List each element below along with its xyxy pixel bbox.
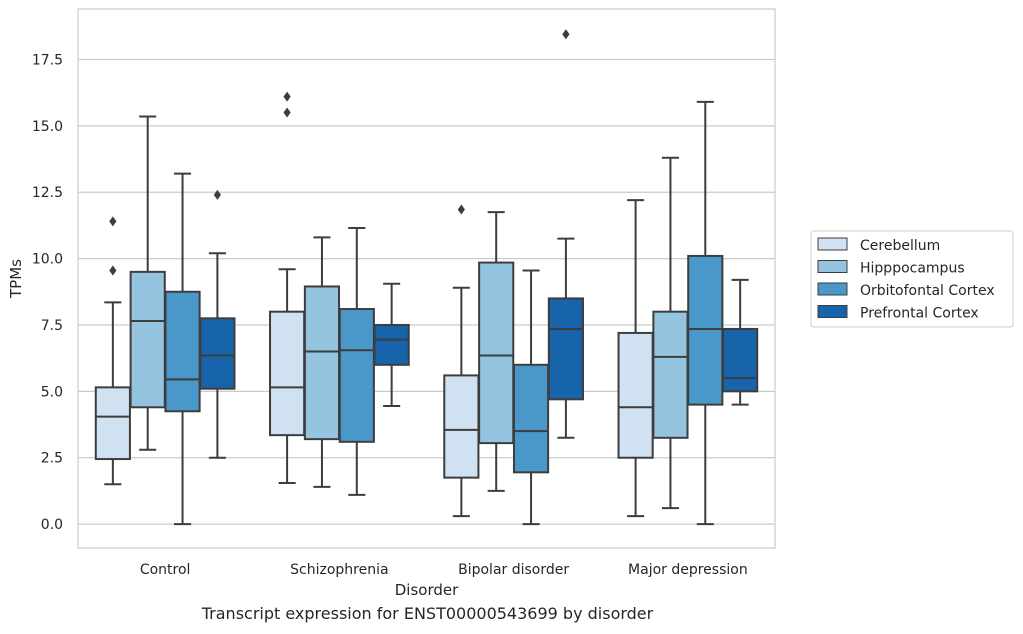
legend: Cerebellum Hipppocampus Orbitofontal Corte… [810,230,1014,328]
box-iqr [512,363,550,474]
outlier-point [109,216,117,227]
box-iqr [547,297,584,401]
legend-swatch [817,260,848,273]
box-iqr [373,323,410,366]
y-tick-label: 12.5 [32,185,63,201]
box-cerebellum-schizophrenia [269,91,306,484]
box-hipppocampus-control [129,115,166,451]
y-tick-label: 17.5 [32,52,63,68]
outlier-point [213,189,221,200]
x-tick-label: Control [140,562,191,578]
box-prefrontal-cortex-major-depression [722,278,759,406]
boxes [94,29,759,526]
box-cerebellum-major-depression [617,199,654,518]
legend-label: Prefrontal Cortex [860,306,979,322]
box-iqr [687,254,724,406]
legend-label: Orbitofontal Cortex [860,283,995,299]
box-prefrontal-cortex-control [199,189,236,459]
y-tick-label: 5.0 [41,384,63,400]
box-cerebellum-bipolar-disorder [443,204,480,518]
outlier-point [562,29,570,40]
box-cerebellum-control [94,216,131,486]
legend-label: Hipppocampus [860,261,965,277]
box-iqr [617,331,654,459]
plot-area-frame [77,8,776,549]
y-tick-label: 15.0 [32,119,63,135]
legend-swatch [817,305,848,318]
legend-label: Cerebellum [860,238,940,254]
box-orbitofontal-cortex-schizophrenia [338,227,375,496]
outlier-point [109,265,117,276]
figure-caption: Transcript expression for ENST0000054369… [201,604,654,623]
box-orbitofontal-cortex-control [164,172,201,526]
box-hipppocampus-bipolar-disorder [478,211,515,492]
box-iqr [164,290,201,413]
y-tick-label: 10.0 [32,252,63,268]
box-orbitofontal-cortex-bipolar-disorder [512,269,550,526]
box-iqr [443,374,480,479]
legend-swatch [817,237,848,251]
x-axis-ticks: Control Schizophrenia Bipolar disorder Majo… [140,562,748,578]
legend-frame [810,230,1014,328]
box-iqr [129,270,166,409]
box-orbitofontal-cortex-major-depression [687,100,724,526]
box-iqr [303,285,341,441]
box-iqr [94,386,131,461]
x-tick-label: Schizophrenia [290,562,388,578]
box-iqr [652,310,689,439]
box-iqr [338,308,375,443]
y-tick-label: 7.5 [41,318,63,334]
box-iqr [269,310,306,437]
y-tick-label: 0.0 [41,517,63,533]
outlier-point [457,204,465,215]
x-tick-label: Major depression [628,562,748,578]
box-hipppocampus-major-depression [652,156,689,510]
x-tick-label: Bipolar disorder [458,562,569,578]
box-iqr [199,317,236,390]
outlier-point [283,91,291,102]
box-prefrontal-cortex-schizophrenia [373,282,410,407]
y-axis-title: TPMs [7,259,25,299]
box-hipppocampus-schizophrenia [303,236,341,488]
y-axis-ticks: 0.0 2.5 5.0 7.5 10.0 12.5 15.0 17.5 [32,52,63,533]
box-iqr [722,327,759,393]
y-tick-label: 2.5 [41,451,63,467]
box-prefrontal-cortex-bipolar-disorder [547,29,584,439]
box-iqr [478,261,515,445]
x-axis-title: Disorder [395,581,459,599]
legend-swatch [817,282,848,296]
outlier-point [283,107,291,118]
